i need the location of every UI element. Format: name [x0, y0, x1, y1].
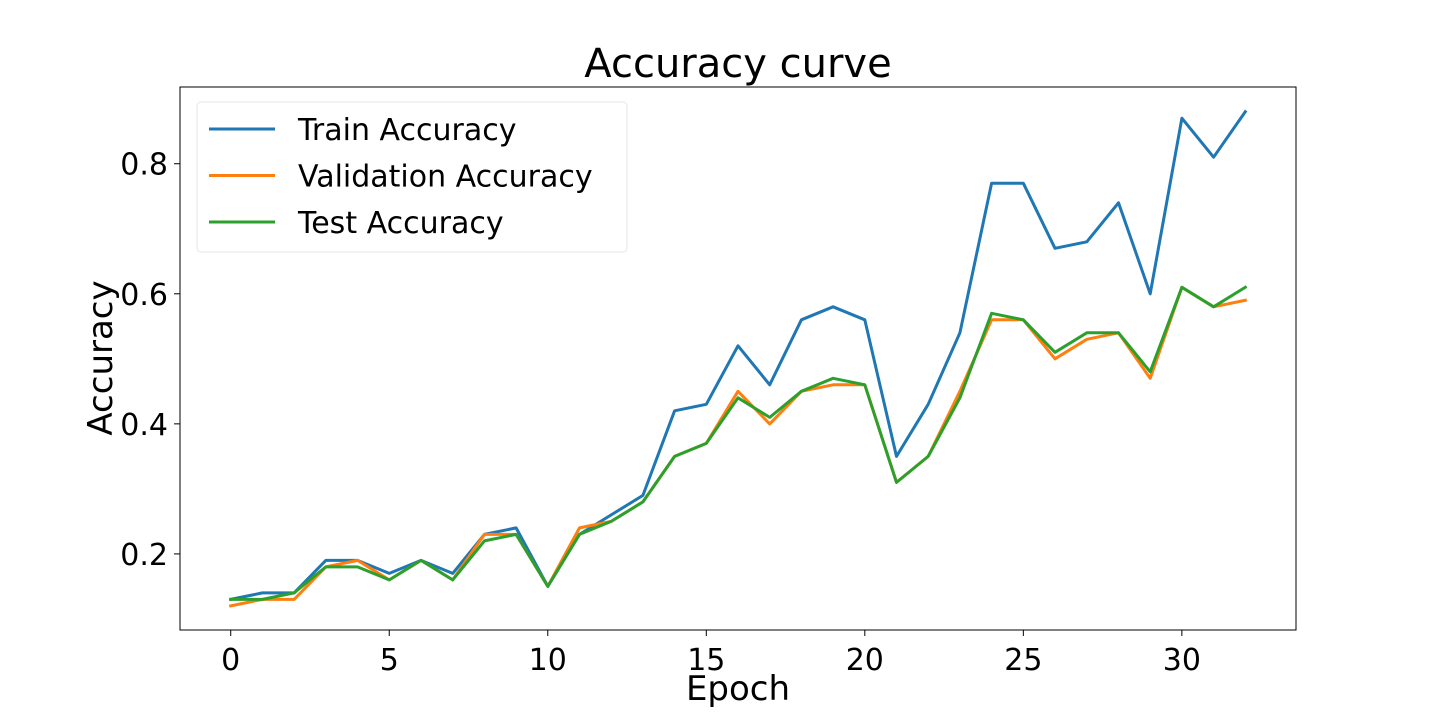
legend-label-2: Validation Accuracy: [298, 160, 593, 195]
y-tick-label: 0.2: [120, 538, 168, 573]
x-tick-label: 5: [380, 643, 399, 678]
legend-label-1: Train Accuracy: [297, 113, 516, 148]
legend-box: [196, 101, 628, 253]
x-tick-label: 20: [846, 643, 884, 678]
series-layer: [228, 109, 1248, 608]
chart-title: Accuracy curve: [584, 41, 891, 87]
x-tick-label: 25: [1004, 643, 1042, 678]
x-tick-label: 0: [221, 643, 240, 678]
y-tick-label: 0.4: [120, 408, 168, 443]
legend: Train Accuracy Validation Accuracy Test Ac…: [196, 101, 628, 253]
x-tick-label: 15: [687, 643, 725, 678]
y-axis-ticks: 0.2 0.4 0.6 0.8: [120, 148, 180, 573]
y-tick-label: 0.6: [120, 278, 168, 313]
y-tick-label: 0.8: [120, 148, 168, 183]
x-tick-label: 10: [529, 643, 567, 678]
y-axis-label: Accuracy: [81, 280, 121, 435]
x-tick-label: 30: [1163, 643, 1201, 678]
x-axis-label: Epoch: [686, 669, 790, 709]
legend-label-3: Test Accuracy: [297, 206, 504, 241]
x-axis-ticks: 0 5 10 15 20 25 30: [221, 630, 1201, 678]
series-line-1: [228, 109, 1248, 602]
series-line-3: [229, 285, 1248, 601]
plot-frame: [179, 86, 1297, 631]
